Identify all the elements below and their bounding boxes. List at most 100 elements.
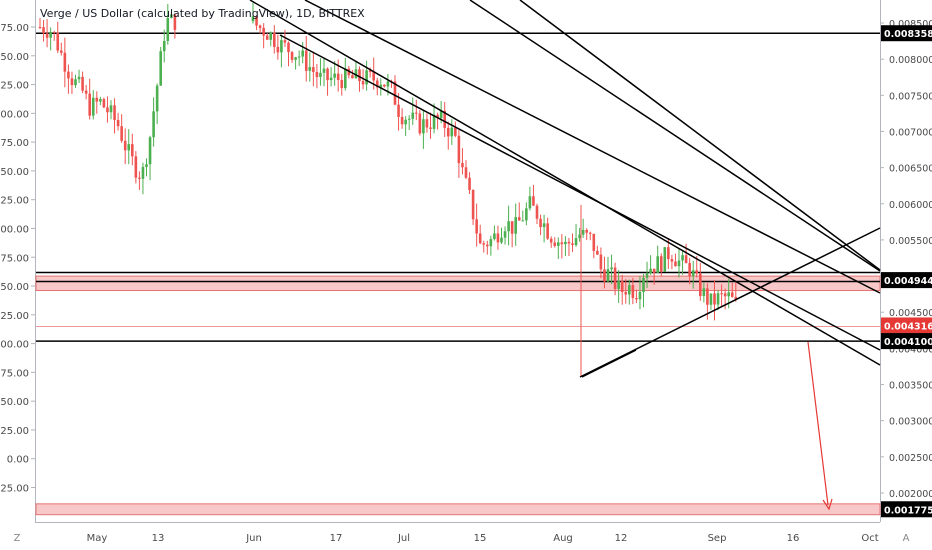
right-tick-label: 0.00750000 bbox=[889, 91, 932, 102]
x-tick-label: Sep bbox=[708, 533, 727, 544]
candle-body bbox=[549, 238, 553, 243]
candle-body bbox=[546, 223, 549, 239]
candle-body bbox=[592, 233, 596, 251]
candle-body bbox=[315, 72, 319, 77]
candle-body bbox=[283, 40, 287, 43]
left-tick-label: 150.00 bbox=[0, 282, 29, 293]
candle-body bbox=[70, 78, 74, 86]
candle-body bbox=[88, 93, 91, 116]
candle-body bbox=[138, 177, 141, 179]
candle-body bbox=[553, 242, 557, 246]
support-zone bbox=[35, 503, 881, 516]
candle-body bbox=[588, 232, 592, 234]
candle-body bbox=[304, 50, 308, 71]
candle-body bbox=[539, 218, 542, 228]
candle-body bbox=[603, 269, 606, 282]
candle-body bbox=[294, 57, 297, 60]
candle-body bbox=[652, 268, 656, 273]
candle-body bbox=[145, 164, 148, 167]
right-tick-label: 0.00650000 bbox=[889, 164, 932, 175]
candle-body bbox=[170, 14, 173, 18]
trendline bbox=[519, 0, 881, 271]
candle-body bbox=[361, 81, 365, 85]
left-tick-label: 375.00 bbox=[0, 23, 29, 34]
candle-body bbox=[613, 267, 617, 289]
candle-body bbox=[368, 70, 372, 72]
candle-body bbox=[649, 268, 652, 274]
candle-body bbox=[503, 231, 507, 238]
candle-body bbox=[720, 293, 723, 295]
candle-body bbox=[102, 99, 106, 108]
right-tick-label: 0.00600000 bbox=[889, 200, 932, 211]
trendline bbox=[279, 34, 881, 351]
candle-body bbox=[436, 114, 439, 119]
right-tick-label: 0.00450000 bbox=[889, 308, 932, 319]
x-tick-label: Aug bbox=[553, 533, 573, 544]
candle-body bbox=[383, 84, 386, 87]
candle-body bbox=[365, 70, 368, 85]
candle-body bbox=[319, 72, 322, 77]
candle-body bbox=[276, 46, 280, 53]
candle-body bbox=[617, 281, 620, 289]
candle-body bbox=[42, 27, 45, 34]
candle-body bbox=[468, 177, 471, 191]
candle-body bbox=[443, 110, 446, 128]
candle-body bbox=[265, 35, 269, 40]
candle-body bbox=[645, 273, 649, 278]
candle-body bbox=[464, 167, 468, 178]
candle-body bbox=[159, 51, 162, 86]
right-tick-label: 0.00250000 bbox=[889, 453, 932, 464]
candle-body bbox=[446, 127, 450, 137]
left-tick-label: 350.00 bbox=[0, 52, 29, 63]
candle-body bbox=[730, 292, 734, 297]
candle-body bbox=[322, 68, 326, 73]
trendline bbox=[304, 0, 881, 294]
candles bbox=[38, 2, 738, 377]
candle-body bbox=[45, 33, 49, 38]
x-tick-label: Jul bbox=[397, 533, 410, 544]
candle-body bbox=[308, 67, 312, 71]
candle-body bbox=[375, 80, 379, 88]
candle-body bbox=[432, 114, 436, 129]
candle-body bbox=[535, 205, 539, 219]
candle-body bbox=[567, 241, 571, 244]
candle-body bbox=[400, 116, 404, 125]
x-tick-label: 12 bbox=[615, 533, 628, 544]
candle-body bbox=[290, 52, 294, 60]
candle-body bbox=[489, 239, 493, 247]
candle-body bbox=[528, 196, 532, 209]
candle-body bbox=[493, 233, 496, 240]
candle-body bbox=[372, 71, 375, 81]
candle-body bbox=[514, 217, 517, 234]
candle-body bbox=[478, 233, 482, 244]
candle-body bbox=[120, 126, 123, 141]
candle-body bbox=[379, 84, 383, 88]
candle-body bbox=[141, 166, 145, 179]
candle-body bbox=[471, 190, 475, 220]
candle-body bbox=[702, 288, 706, 297]
right-tick-label: 0.00200000 bbox=[889, 489, 932, 500]
candle-body bbox=[287, 42, 290, 53]
candle-body bbox=[60, 50, 63, 53]
candle-body bbox=[81, 76, 84, 91]
left-tick-label: 0.00 bbox=[7, 455, 29, 466]
left-tick-label: 50.00 bbox=[0, 397, 29, 408]
candle-body bbox=[557, 242, 560, 246]
candle-body bbox=[461, 163, 464, 168]
candle-body bbox=[624, 291, 628, 295]
left-tick-label: 100.00 bbox=[0, 340, 29, 351]
candle-body bbox=[354, 69, 358, 79]
candle-body bbox=[56, 32, 60, 51]
candle-body bbox=[674, 261, 677, 267]
candle-body bbox=[255, 16, 258, 26]
projection-arrow bbox=[807, 341, 829, 506]
x-tick-label: 16 bbox=[787, 533, 800, 544]
candle-body bbox=[581, 229, 585, 235]
candle-body bbox=[84, 90, 88, 94]
candle-body bbox=[301, 50, 304, 57]
candle-body bbox=[173, 14, 177, 30]
price-tag bbox=[881, 333, 932, 350]
left-tick-label: 325.00 bbox=[0, 81, 29, 92]
candle-body bbox=[280, 40, 283, 53]
